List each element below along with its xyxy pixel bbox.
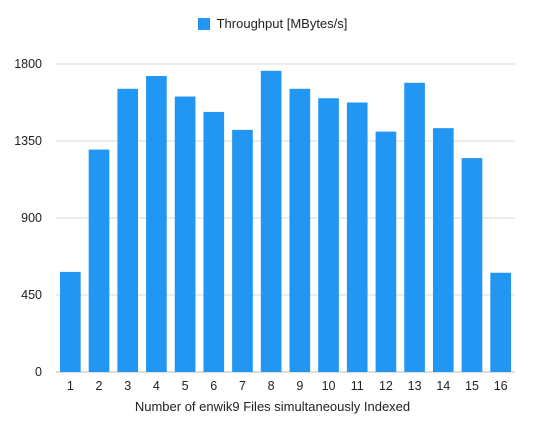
bar-12 xyxy=(375,131,397,372)
x-tick-label: 1 xyxy=(67,379,74,393)
bar-1 xyxy=(60,271,81,372)
bar-series xyxy=(60,70,511,373)
bar-8 xyxy=(260,70,282,372)
x-tick-label: 10 xyxy=(322,379,336,393)
x-tick-label: 8 xyxy=(268,379,275,393)
bar-14 xyxy=(432,128,454,372)
bar-3 xyxy=(117,88,139,373)
x-tick-label: 5 xyxy=(182,379,189,393)
x-tick-label: 6 xyxy=(210,379,217,393)
y-tick-label: 450 xyxy=(21,288,42,302)
bar-9 xyxy=(289,88,311,373)
x-tick-label: 4 xyxy=(153,379,160,393)
bar-11 xyxy=(346,102,368,372)
y-tick-label: 1350 xyxy=(14,134,42,148)
y-tick-label: 1800 xyxy=(14,57,42,71)
x-tick-label: 12 xyxy=(379,379,393,393)
x-axis-tick-labels: 1 2 3 4 5 6 7 8 9 10 11 12 13 14 15 16 xyxy=(67,379,508,393)
legend: Throughput [MBytes/s] xyxy=(0,16,545,33)
x-tick-label: 7 xyxy=(239,379,246,393)
legend-item: Throughput [MBytes/s] xyxy=(197,16,348,31)
bar-4 xyxy=(146,75,167,372)
y-tick-label: 0 xyxy=(35,365,42,379)
x-tick-label: 3 xyxy=(124,379,131,393)
y-tick-label: 900 xyxy=(21,211,42,225)
bar-7 xyxy=(232,129,253,372)
x-tick-label: 13 xyxy=(408,379,422,393)
bar-2 xyxy=(88,149,110,372)
x-tick-label: 9 xyxy=(296,379,303,393)
x-tick-label: 2 xyxy=(96,379,103,393)
x-tick-label: 11 xyxy=(351,379,364,393)
bar-10 xyxy=(318,98,339,372)
x-axis-label: Number of enwik9 Files simultaneously In… xyxy=(134,399,411,414)
bar-15 xyxy=(461,158,483,372)
bar-13 xyxy=(404,82,425,373)
x-tick-label: 15 xyxy=(465,379,479,393)
legend-swatch xyxy=(197,17,210,30)
y-axis-tick-labels: 0 450 900 1350 1800 xyxy=(14,57,42,379)
x-tick-label: 14 xyxy=(436,379,450,393)
bar-16 xyxy=(490,272,511,372)
bar-6 xyxy=(203,111,225,373)
legend-label: Throughput [MBytes/s] xyxy=(216,16,348,31)
x-tick-label: 16 xyxy=(494,379,508,393)
bar-5 xyxy=(174,96,196,372)
